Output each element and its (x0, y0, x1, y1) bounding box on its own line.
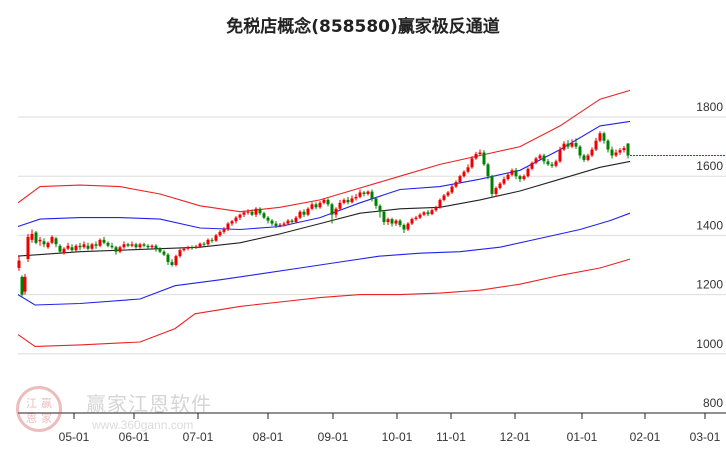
chart-title: 免税店概念(858580)赢家极反通道 (226, 17, 500, 37)
x-tick-label: 01-01 (567, 430, 598, 444)
y-tick-label: 1200 (696, 278, 723, 292)
band-outer_lower (17, 258, 631, 347)
y-tick-label: 1600 (696, 159, 723, 173)
x-tick-label: 09-01 (318, 430, 349, 444)
x-tick-label: 11-01 (436, 430, 466, 444)
y-tick-label: 1400 (696, 218, 723, 232)
x-tick-label: 06-01 (119, 430, 150, 444)
x-tick-label: 02-01 (630, 430, 661, 444)
band-outer_upper (17, 89, 631, 213)
x-tick-label: 05-01 (59, 430, 90, 444)
y-tick-label: 1800 (696, 100, 723, 114)
candles (17, 131, 630, 298)
x-tick-label: 08-01 (253, 430, 284, 444)
x-tick-label: 07-01 (183, 430, 214, 444)
band-inner_lower (17, 212, 631, 306)
x-tick-label: 10-01 (382, 430, 413, 444)
x-tick-label: 12-01 (500, 430, 531, 444)
y-tick-label: 1000 (696, 337, 723, 351)
band-middle (17, 160, 631, 257)
x-tick-label: 03-01 (690, 430, 721, 444)
y-tick-label: 800 (703, 396, 723, 410)
y-axis: 1800 1600 1400 1200 1000 800 (696, 100, 723, 410)
channel-bands (17, 89, 631, 347)
x-axis: 05-01 06-01 07-01 08-01 09-01 10-01 11-01 12-01… (18, 412, 726, 444)
